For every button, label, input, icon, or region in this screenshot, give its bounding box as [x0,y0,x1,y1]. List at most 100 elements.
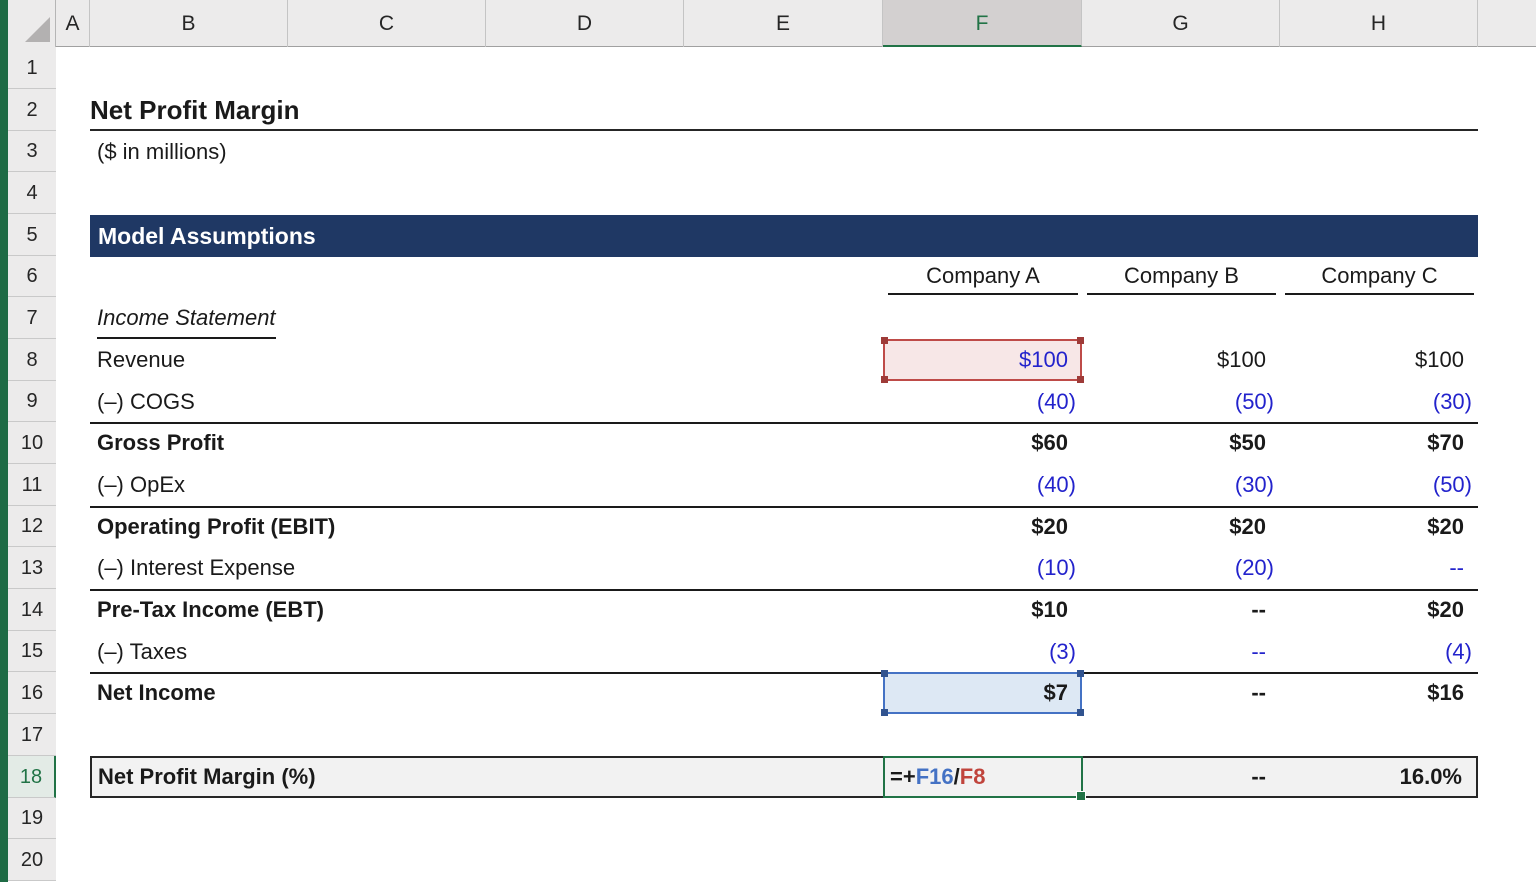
f8-value: $100 [1019,347,1068,372]
company-a-header[interactable]: Company A [888,257,1078,295]
range-handle[interactable] [881,376,888,383]
range-handle[interactable] [1077,670,1084,677]
section-label-text: Income Statement [97,300,276,339]
column-header-f-selected[interactable]: F [883,0,1082,47]
row-header-20[interactable]: 20 [8,839,56,881]
row-header-9[interactable]: 9 [8,381,56,422]
cell-h8[interactable]: $100 [1415,347,1464,372]
cell-f14[interactable]: $10 [1031,597,1068,622]
cell-h11[interactable]: (50) [1432,472,1472,497]
label-gross-profit[interactable]: Gross Profit [97,430,225,455]
cell-g16[interactable]: -- [1251,680,1266,705]
range-handle[interactable] [1077,376,1084,383]
range-handle[interactable] [1077,337,1084,344]
model-assumptions-banner[interactable]: Model Assumptions [90,215,1478,257]
cell-h14[interactable]: $20 [1427,597,1464,622]
row-header-7[interactable]: 7 [8,297,56,339]
cell-h9[interactable]: (30) [1432,389,1472,414]
row-header-16[interactable]: 16 [8,672,56,714]
cell-h10[interactable]: $70 [1427,430,1464,455]
sheet-title[interactable]: Net Profit Margin [90,89,1478,131]
cell-f10[interactable]: $60 [1031,430,1068,455]
cell-f12[interactable]: $20 [1031,514,1068,539]
fill-handle[interactable] [1076,791,1086,801]
label-revenue[interactable]: Revenue [97,347,186,372]
label-taxes[interactable]: (–) Taxes [97,639,188,664]
cell-g13[interactable]: (20) [1234,555,1274,580]
cell-h13[interactable]: -- [1449,555,1464,580]
range-handle[interactable] [881,670,888,677]
row-header-17[interactable]: 17 [8,714,56,756]
cell-f15[interactable]: (3) [1049,639,1076,664]
net-profit-margin-row: Net Profit Margin (%) -- 16.0% [90,756,1478,798]
row-header-13[interactable]: 13 [8,547,56,589]
label-net-income[interactable]: Net Income [97,680,216,705]
column-header-e[interactable]: E [684,0,883,47]
label-net-profit-margin[interactable]: Net Profit Margin (%) [98,764,316,789]
row-header-15[interactable]: 15 [8,631,56,672]
cell-f18-formula-edit[interactable]: =+F16/F8 [883,756,1086,801]
column-header-a[interactable]: A [56,0,90,47]
row-header-5[interactable]: 5 [8,214,56,256]
formula-ref-f8: F8 [959,764,986,789]
column-header-c[interactable]: C [288,0,486,47]
column-header-strip [8,0,1536,47]
label-interest-expense[interactable]: (–) Interest Expense [97,555,296,580]
column-header-d[interactable]: D [486,0,684,47]
label-cogs[interactable]: (–) COGS [97,389,195,414]
cell-f9[interactable]: (40) [1036,389,1076,414]
row-header-14[interactable]: 14 [8,589,56,631]
row-header-11[interactable]: 11 [8,464,56,506]
cell-g12[interactable]: $20 [1229,514,1266,539]
column-header-partial[interactable] [1478,0,1536,47]
row-header-4[interactable]: 4 [8,172,56,214]
select-all-button[interactable] [8,0,56,47]
row-header-12[interactable]: 12 [8,506,56,547]
cell-f8-revenue-input[interactable]: $100 [881,337,1084,383]
column-header-b[interactable]: B [90,0,288,47]
total-top-border [90,422,1478,424]
row-header-1[interactable]: 1 [8,47,56,89]
column-header-g[interactable]: G [1082,0,1280,47]
row-header-10[interactable]: 10 [8,422,56,464]
cell-f16-net-income[interactable]: $7 [881,670,1084,716]
total-top-border [90,506,1478,508]
label-opex[interactable]: (–) OpEx [97,472,186,497]
label-operating-profit[interactable]: Operating Profit (EBIT) [97,514,336,539]
total-top-border [90,589,1478,591]
range-handle[interactable] [881,709,888,716]
cell-g9[interactable]: (50) [1234,389,1274,414]
cell-g14[interactable]: -- [1251,597,1266,622]
company-c-header[interactable]: Company C [1285,257,1474,295]
cell-h18[interactable]: 16.0% [1399,764,1462,789]
formula-operator: / [953,764,960,789]
range-handle[interactable] [1077,709,1084,716]
cell-g18[interactable]: -- [1251,764,1266,789]
range-handle[interactable] [881,337,888,344]
cell-h16[interactable]: $16 [1427,680,1464,705]
cell-f11[interactable]: (40) [1036,472,1076,497]
row-header-19[interactable]: 19 [8,798,56,839]
formula-ref-f16: F16 [915,764,954,789]
row-header-18-selected[interactable]: 18 [8,756,56,798]
cell-h12[interactable]: $20 [1427,514,1464,539]
cell-g15[interactable]: -- [1251,639,1266,664]
cell-g10[interactable]: $50 [1229,430,1266,455]
cell-g8[interactable]: $100 [1217,347,1266,372]
total-top-border [90,672,1478,674]
column-header-h[interactable]: H [1280,0,1478,47]
cell-g11[interactable]: (30) [1234,472,1274,497]
income-statement-section-label[interactable]: Income Statement [90,297,810,339]
f16-value: $7 [1043,680,1068,705]
cell-h15[interactable]: (4) [1445,639,1472,664]
row-header-2[interactable]: 2 [8,89,56,131]
company-b-header[interactable]: Company B [1087,257,1276,295]
row-header-3[interactable]: 3 [8,131,56,172]
row-header-6[interactable]: 6 [8,256,56,297]
sheet-subtitle[interactable]: ($ in millions) [97,139,227,164]
select-all-triangle-icon [25,17,50,42]
cell-f13[interactable]: (10) [1036,555,1076,580]
formula-eq: =+ [890,764,916,789]
label-pretax-income[interactable]: Pre-Tax Income (EBT) [97,597,324,622]
row-header-8[interactable]: 8 [8,339,56,381]
